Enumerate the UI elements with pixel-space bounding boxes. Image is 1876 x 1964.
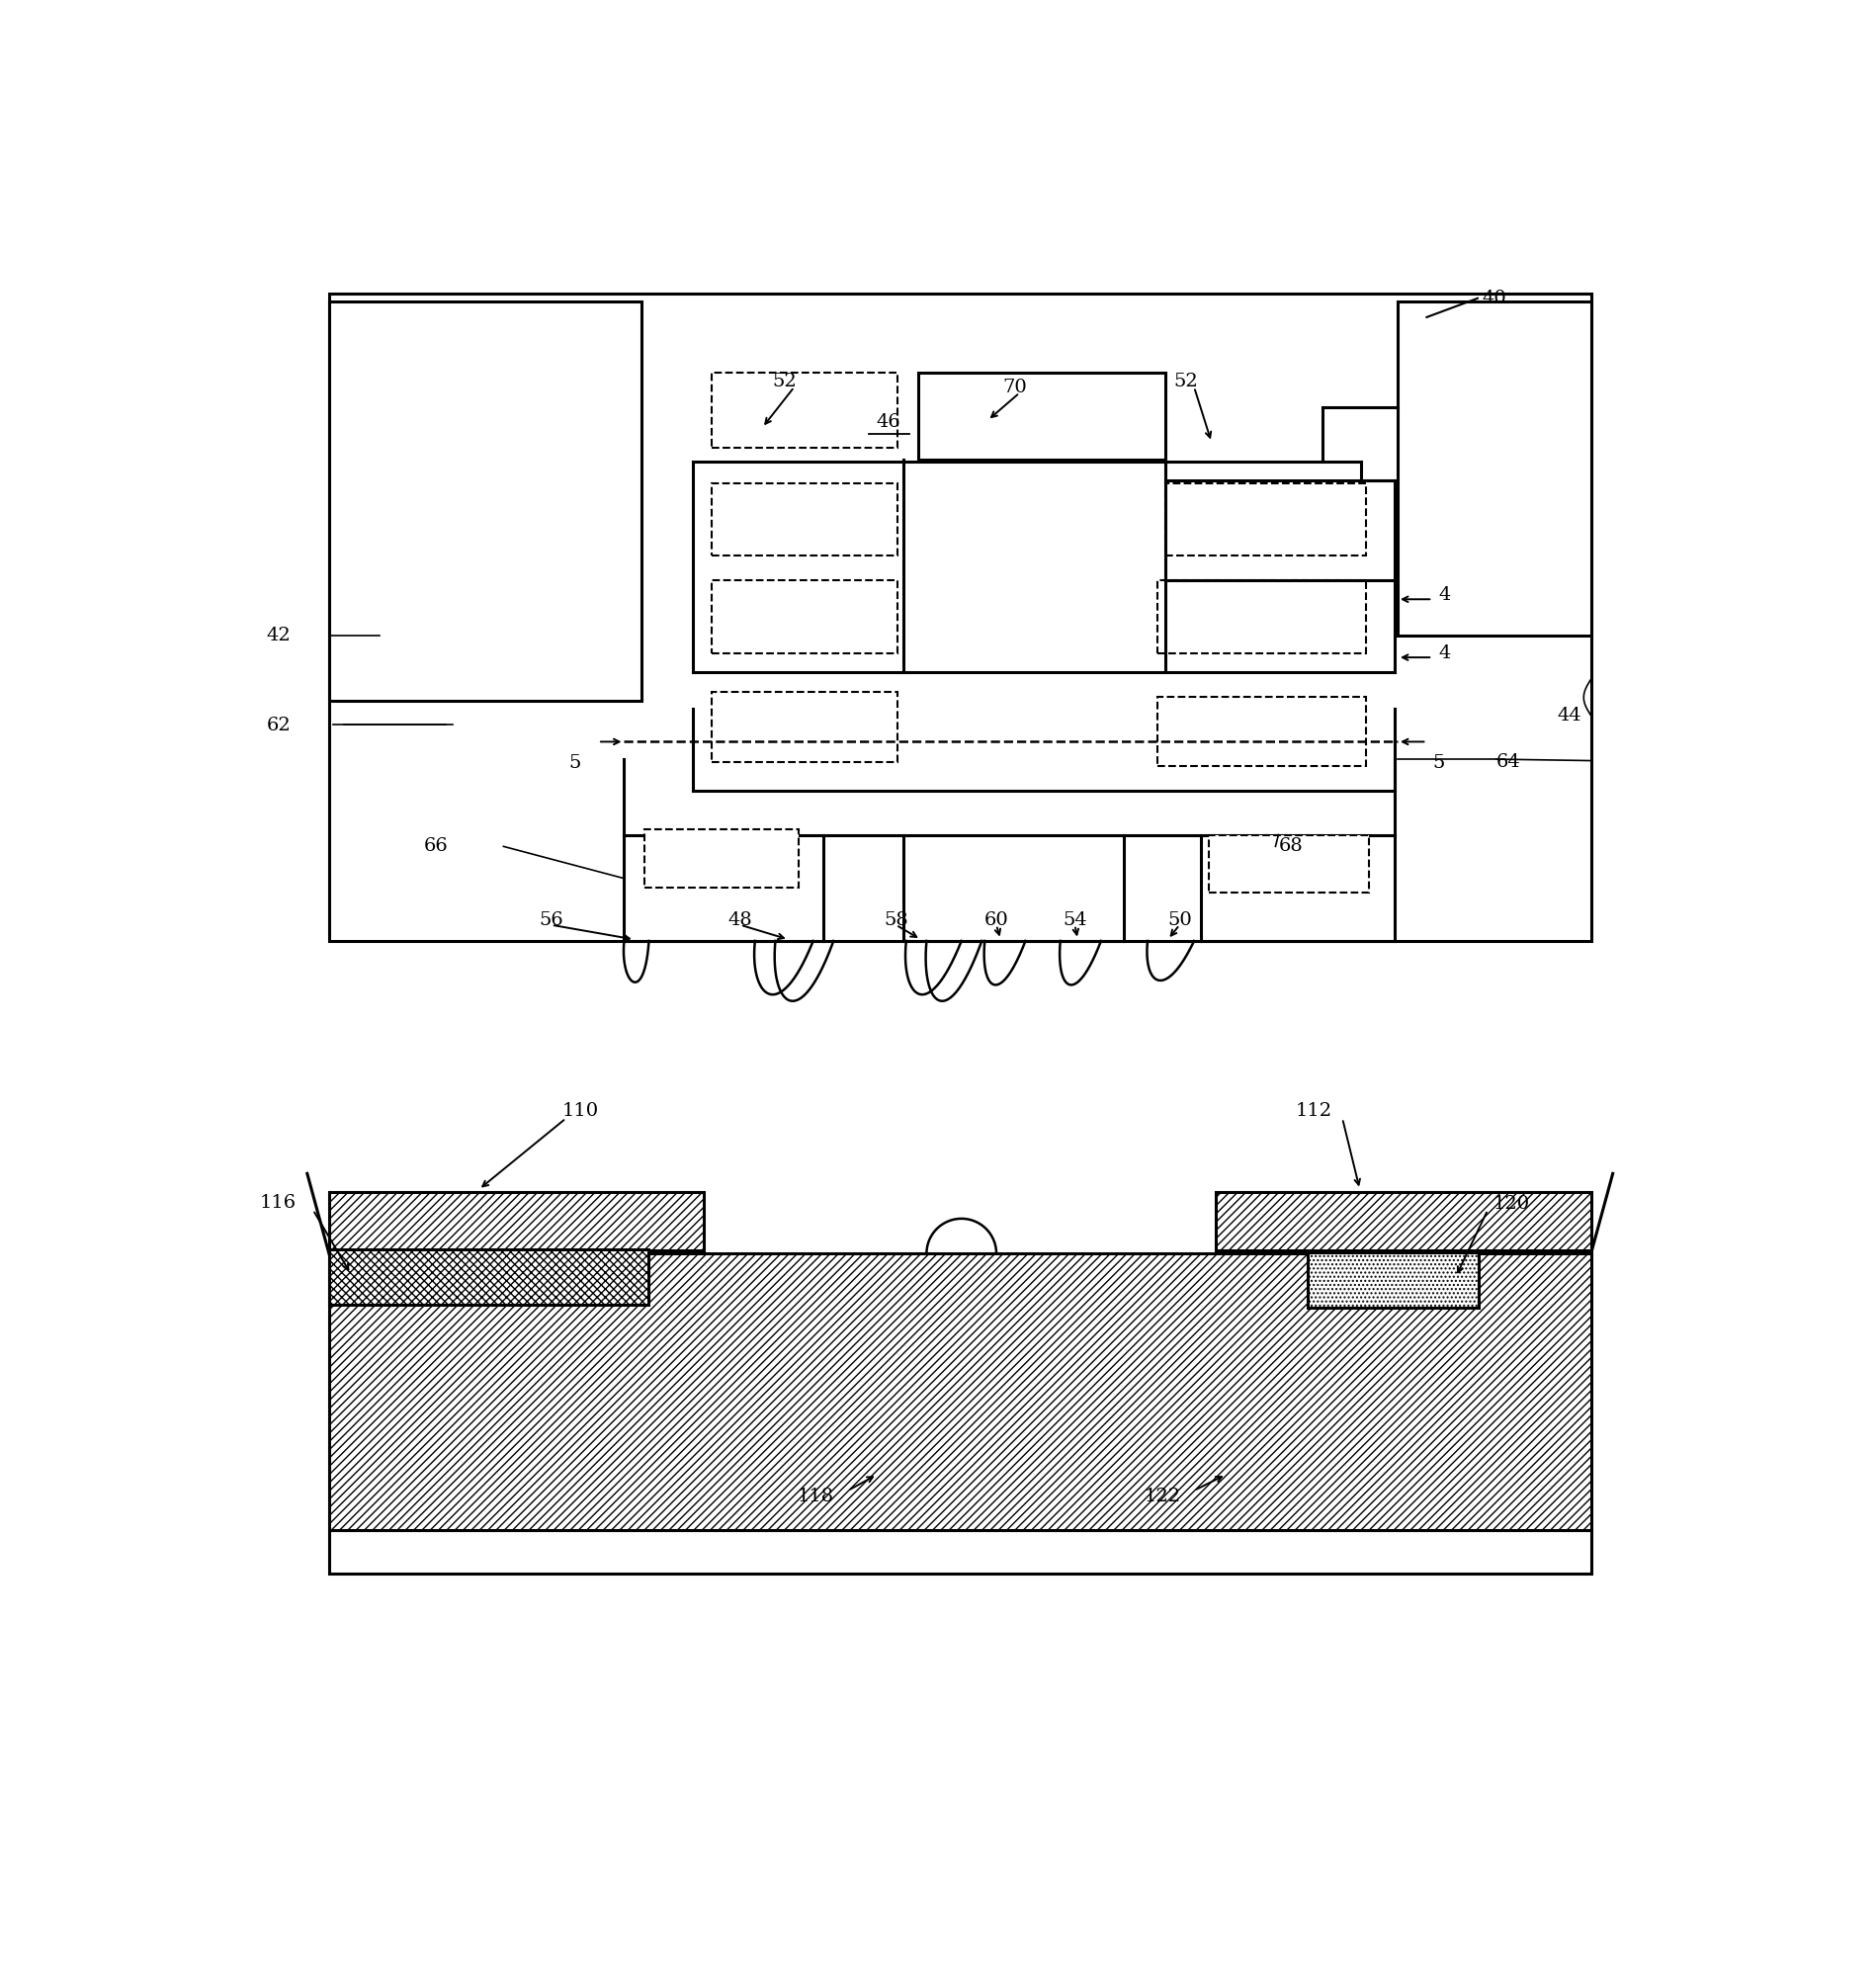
Text: 4: 4 (1439, 585, 1450, 603)
Text: 42: 42 (266, 627, 291, 644)
Bar (328, 300, 642, 701)
Text: 116: 116 (259, 1194, 296, 1212)
Text: 62: 62 (266, 717, 291, 735)
Bar (328, 1253, 1591, 1530)
Text: 5: 5 (1431, 754, 1445, 772)
Text: 52: 52 (771, 373, 795, 391)
Text: 50: 50 (1167, 911, 1191, 929)
Bar (1216, 1192, 1591, 1251)
Bar (917, 373, 1165, 460)
Text: 5: 5 (568, 754, 582, 772)
Text: 120: 120 (1493, 1196, 1529, 1214)
Text: 70: 70 (1002, 379, 1026, 397)
Text: 48: 48 (728, 911, 752, 929)
Text: 46: 46 (876, 412, 900, 430)
Text: 64: 64 (1497, 754, 1521, 772)
Bar (1398, 300, 1591, 636)
Bar (711, 373, 897, 448)
Bar (328, 1530, 1591, 1573)
Text: 122: 122 (1144, 1487, 1180, 1504)
Text: 60: 60 (985, 911, 1009, 929)
Bar (1157, 697, 1366, 766)
Bar (711, 693, 897, 762)
Bar (328, 1249, 649, 1304)
Text: 44: 44 (1557, 707, 1581, 725)
Bar (645, 829, 799, 888)
Text: 112: 112 (1294, 1102, 1332, 1119)
Text: 56: 56 (538, 911, 563, 929)
Bar (1157, 579, 1366, 654)
Text: 66: 66 (424, 837, 448, 856)
Text: 40: 40 (1482, 289, 1506, 306)
Text: 68: 68 (1278, 837, 1302, 856)
Bar (328, 1192, 704, 1251)
Text: 118: 118 (797, 1487, 835, 1504)
Bar (1208, 835, 1369, 894)
Bar (1165, 483, 1366, 556)
Text: 58: 58 (884, 911, 908, 929)
Text: 52: 52 (1172, 373, 1197, 391)
Bar (711, 483, 897, 556)
Bar (711, 579, 897, 654)
Text: 54: 54 (1062, 911, 1086, 929)
Bar (328, 295, 1591, 941)
Text: 110: 110 (563, 1102, 598, 1119)
Text: 4: 4 (1439, 644, 1450, 662)
Bar (1308, 1253, 1478, 1308)
